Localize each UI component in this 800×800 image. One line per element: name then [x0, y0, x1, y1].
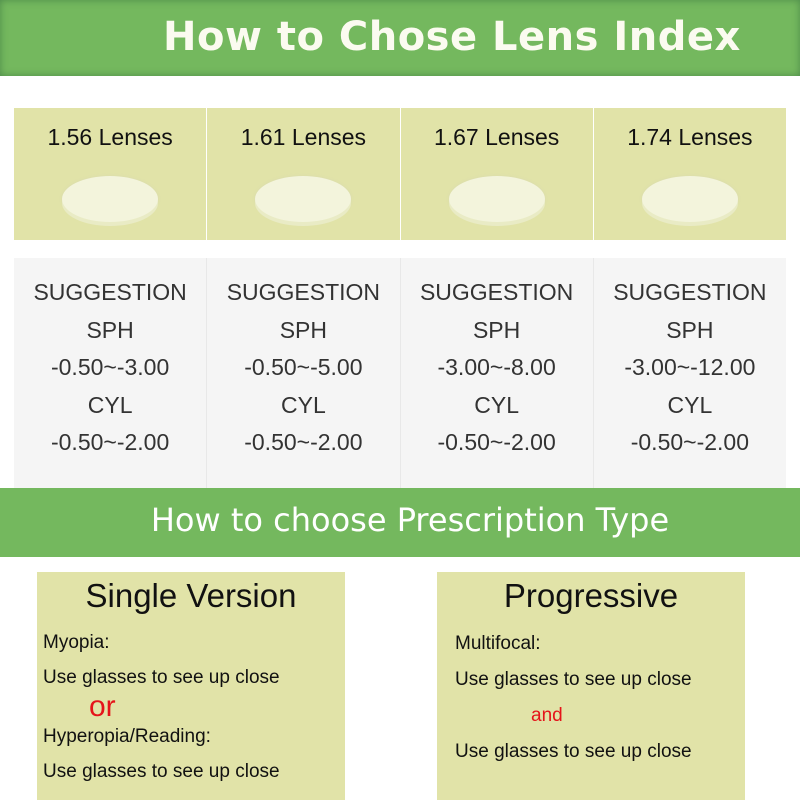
lens-icon: [62, 176, 159, 222]
lens-card: 1.67 Lenses: [400, 108, 593, 240]
suggestion-card: SUGGESTION SPH -3.00~-12.00 CYL -0.50~-2.00: [593, 258, 786, 488]
cyl-label: CYL: [87, 391, 133, 418]
lens-icon: [641, 176, 738, 222]
suggestion-heading: SUGGESTION: [33, 279, 187, 305]
card-line: Multifocal:: [455, 633, 541, 654]
cyl-label: CYL: [474, 391, 519, 418]
lens-card: 1.56 Lenses: [14, 108, 207, 240]
sph-label: SPH: [666, 316, 714, 343]
cyl-range: -0.50~-2.00: [630, 429, 750, 455]
lens-icon: [255, 176, 352, 222]
cyl-range: -0.50~-2.00: [437, 429, 556, 455]
sph-label: SPH: [86, 316, 134, 343]
lens-card: 1.61 Lenses: [207, 108, 400, 240]
sph-label: SPH: [472, 316, 521, 343]
sph-range: -0.50~-5.00: [244, 354, 363, 380]
lens-icon: [448, 176, 545, 222]
card-line: Use glasses to see up close: [43, 667, 280, 688]
lens-label: 1.56 Lenses: [47, 124, 173, 150]
header-banner: How to Chose Lens Index: [0, 0, 800, 76]
suggestion-heading: SUGGESTION: [613, 279, 767, 305]
lens-label: 1.67 Lenses: [433, 124, 560, 150]
card-title: Single Version: [85, 577, 297, 614]
card-line: Hyperopia/Reading:: [43, 726, 211, 747]
card-line: Use glasses to see up close: [455, 741, 692, 762]
suggestion-heading: SUGGESTION: [419, 279, 574, 305]
single-vision-card: Single Version Myopia: Use glasses to se…: [37, 572, 345, 800]
suggestion-row: SUGGESTION SPH -0.50~-3.00 CYL -0.50~-2.00 S…: [14, 258, 786, 488]
suggestion-card: SUGGESTION SPH -0.50~-3.00 CYL -0.50~-2.00: [14, 258, 207, 488]
conjunction: and: [531, 705, 563, 726]
section-banner: How to choose Prescription Type: [0, 488, 800, 557]
suggestion-card: SUGGESTION SPH -0.50~-5.00 CYL -0.50~-2.00: [207, 258, 400, 488]
page-title: How to Chose Lens Index: [163, 14, 741, 60]
lens-label: 1.74 Lenses: [627, 124, 753, 150]
lens-card: 1.74 Lenses: [593, 108, 786, 240]
sph-range: -3.00~-12.00: [624, 354, 756, 380]
cyl-label: CYL: [667, 391, 713, 418]
sph-range: -3.00~-8.00: [437, 354, 556, 380]
card-line: Use glasses to see up close: [455, 669, 692, 690]
sph-range: -0.50~-3.00: [50, 354, 170, 380]
lens-label: 1.61 Lenses: [240, 124, 367, 150]
progressive-card: Progressive Multifocal: Use glasses to s…: [437, 572, 745, 800]
card-line: Use glasses to see up close: [43, 761, 280, 782]
cyl-range: -0.50~-2.00: [50, 429, 170, 455]
sph-label: SPH: [279, 316, 328, 343]
suggestion-card: SUGGESTION SPH -3.00~-8.00 CYL -0.50~-2.00: [400, 258, 593, 488]
conjunction: or: [89, 690, 116, 723]
suggestion-heading: SUGGESTION: [226, 279, 381, 305]
card-title: Progressive: [503, 577, 679, 614]
cyl-label: CYL: [281, 391, 326, 418]
lens-row: 1.56 Lenses 1.61 Lenses 1.67 Lenses 1.74…: [14, 108, 786, 240]
card-line: Myopia:: [43, 632, 110, 653]
cyl-range: -0.50~-2.00: [244, 429, 363, 455]
section-title: How to choose Prescription Type: [150, 501, 670, 539]
